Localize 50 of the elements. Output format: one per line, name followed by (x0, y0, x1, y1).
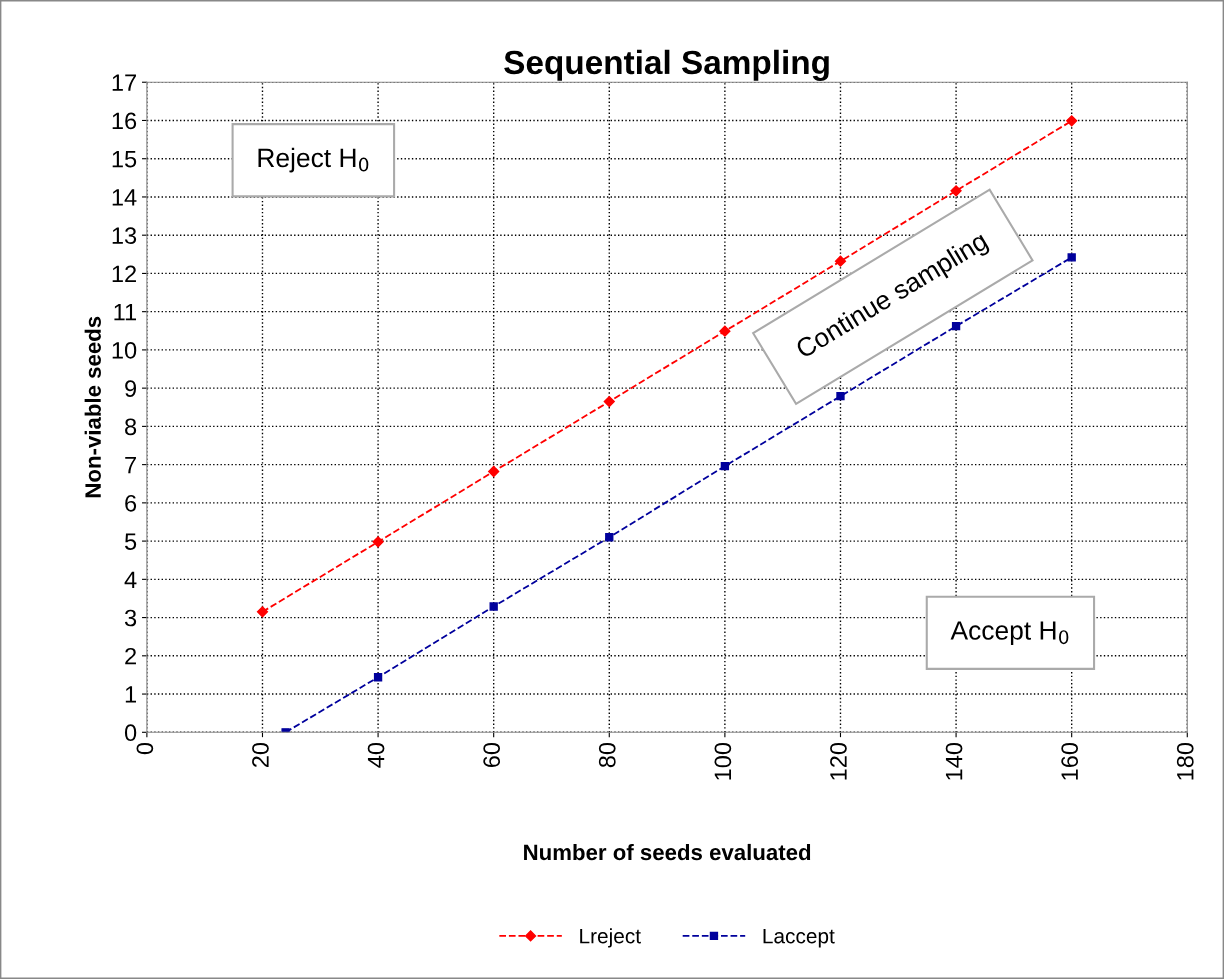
y-tick-label: 10 (112, 341, 137, 359)
point (951, 322, 961, 331)
y-tick-label: 13 (112, 227, 137, 244)
x-axis-title: Number of seeds evaluated (524, 843, 811, 861)
point (720, 461, 730, 471)
point (256, 606, 269, 618)
point (605, 533, 614, 542)
legend-label: Lreject (580, 928, 641, 948)
y-tick-label: 5 (124, 533, 137, 550)
y-tick-label: 1 (125, 686, 137, 703)
y-tick-label: 16 (112, 112, 137, 130)
y-tick-label: 3 (124, 609, 137, 627)
chart-title: Sequential Sampling (504, 49, 829, 81)
y-tick-label: 14 (112, 189, 137, 206)
point (836, 392, 845, 401)
y-tick-label: 4 (124, 571, 137, 588)
y-tick-label: 11 (114, 303, 137, 321)
x-tick-label: 140 (945, 742, 963, 780)
x-tick-label: 160 (1061, 742, 1079, 780)
x-tick-label: 0 (136, 742, 154, 755)
point (1067, 253, 1076, 262)
point (834, 255, 847, 267)
x-tick-label: 60 (483, 742, 501, 768)
point (372, 536, 384, 548)
point (489, 602, 498, 611)
point (950, 185, 962, 197)
point (719, 325, 731, 337)
annotation: Accept H$_{0}$ (950, 621, 1069, 646)
y-tick-label: 15 (112, 151, 137, 168)
point (488, 465, 500, 478)
y-tick-label: 6 (125, 494, 137, 512)
y-tick-label: 12 (112, 265, 136, 282)
x-tick-label: 100 (714, 742, 732, 780)
x-tick-label: 120 (830, 742, 847, 780)
point (603, 395, 615, 408)
point (373, 673, 383, 682)
y-tick-label: 0 (124, 724, 137, 742)
y-tick-label: 8 (125, 418, 137, 436)
y-axis-title: Non-viable seeds (84, 316, 101, 498)
point (1066, 115, 1078, 127)
y-tick-label: 9 (125, 380, 137, 397)
legend-label: Laccept (763, 928, 835, 948)
y-tick-label: 17 (112, 74, 136, 91)
annotation: Reject H$_{0}$ (258, 147, 369, 173)
y-tick-label: 7 (125, 456, 136, 474)
x-tick-label: 40 (367, 742, 385, 768)
x-tick-label: 180 (1176, 742, 1194, 780)
x-tick-label: 80 (598, 742, 616, 768)
y-tick-label: 2 (125, 647, 136, 665)
x-tick-label: 20 (252, 742, 269, 768)
